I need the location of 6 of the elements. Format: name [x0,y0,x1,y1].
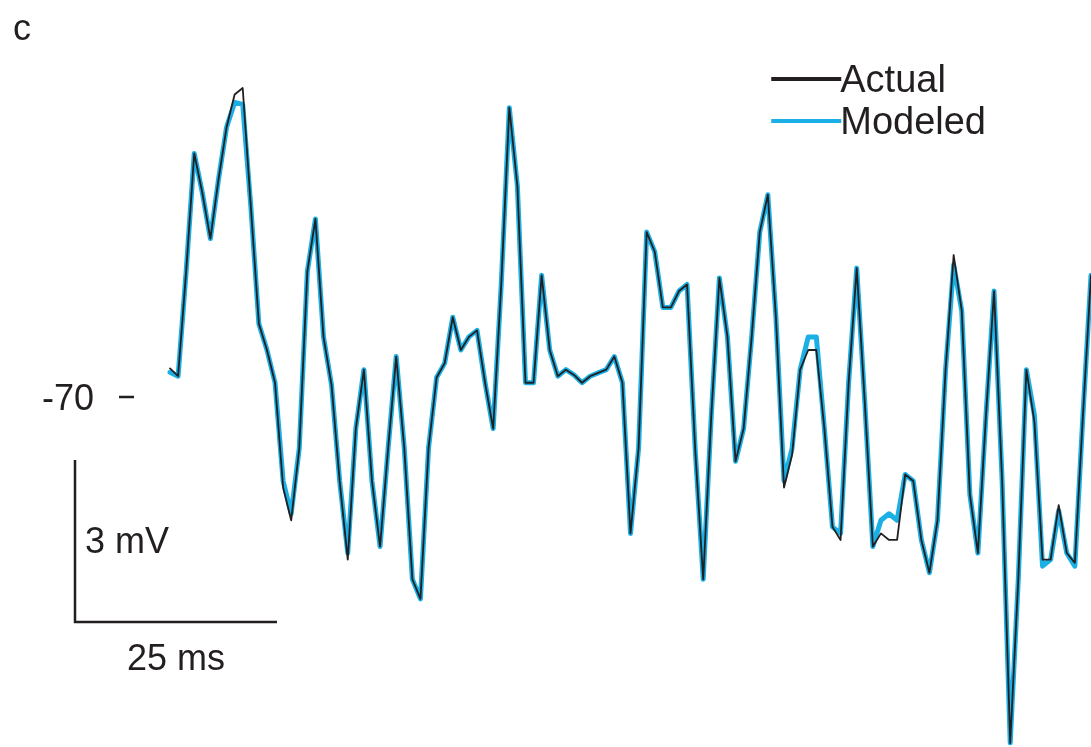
text: -70 [42,377,95,418]
chart-title: c [13,6,31,48]
annotation: 3 mV [85,520,170,561]
legend-label: Modeled [840,100,986,142]
annotation: 25 ms [126,637,226,678]
legend-label: Actual [840,58,946,100]
